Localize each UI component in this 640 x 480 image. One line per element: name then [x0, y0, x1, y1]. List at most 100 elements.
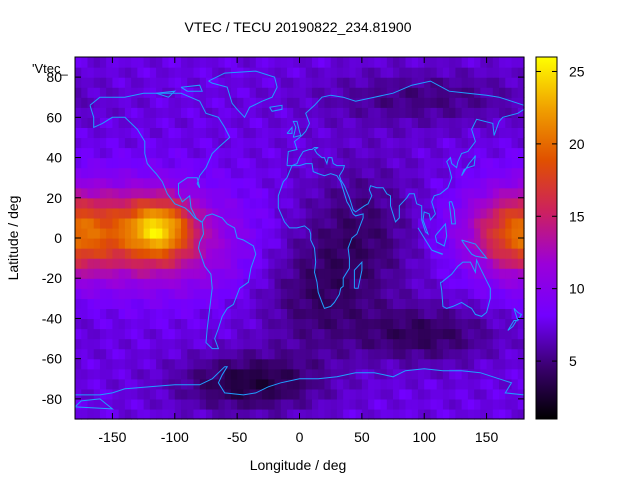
heatmap-cell	[355, 248, 363, 259]
heatmap-cell	[137, 177, 145, 189]
heatmap-cell	[517, 238, 525, 249]
heatmap-cell	[124, 187, 132, 199]
heatmap-cell	[449, 358, 457, 370]
heatmap-cell	[399, 197, 407, 209]
heatmap-cell	[137, 348, 145, 360]
heatmap-cell	[505, 298, 513, 309]
heatmap-cell	[274, 87, 282, 98]
heatmap-cell	[349, 167, 357, 179]
heatmap-cell	[218, 187, 226, 199]
heatmap-cell	[405, 268, 413, 279]
heatmap-cell	[205, 87, 213, 98]
heatmap-cell	[449, 207, 457, 219]
heatmap-cell	[505, 227, 513, 239]
heatmap-cell	[299, 67, 307, 78]
heatmap-cell	[324, 217, 332, 229]
heatmap-cell	[492, 207, 500, 219]
heatmap-cell	[461, 57, 469, 68]
heatmap-cell	[224, 268, 232, 279]
heatmap-cell	[417, 87, 425, 98]
heatmap-cell	[99, 57, 107, 68]
heatmap-cell	[187, 378, 195, 390]
heatmap-cell	[268, 328, 276, 340]
heatmap-cell	[255, 137, 263, 149]
heatmap-cell	[343, 77, 350, 88]
heatmap-cell	[124, 268, 132, 279]
heatmap-cell	[311, 358, 319, 370]
heatmap-cell	[511, 87, 519, 98]
heatmap-cell	[87, 298, 95, 309]
heatmap-cell	[305, 398, 313, 410]
heatmap-cell	[249, 378, 257, 390]
heatmap-cell	[230, 187, 238, 199]
heatmap-cell	[349, 157, 357, 169]
heatmap-cell	[324, 87, 332, 98]
heatmap-cell	[87, 207, 95, 219]
heatmap-cell	[442, 358, 450, 370]
heatmap-cell	[330, 127, 338, 139]
heatmap-cell	[224, 378, 232, 390]
heatmap-cell	[399, 338, 407, 350]
heatmap-cell	[162, 217, 170, 229]
heatmap-cell	[492, 187, 500, 199]
heatmap-cell	[343, 348, 350, 360]
heatmap-cell	[480, 308, 488, 320]
heatmap-cell	[106, 227, 114, 239]
heatmap-cell	[330, 207, 338, 219]
heatmap-cell	[380, 258, 388, 269]
heatmap-cell	[474, 187, 481, 199]
heatmap-cell	[511, 298, 519, 309]
heatmap-cell	[517, 77, 525, 88]
heatmap-cell	[274, 308, 282, 320]
heatmap-cell	[237, 358, 244, 370]
heatmap-cell	[280, 408, 288, 420]
heatmap-cell	[343, 318, 350, 330]
heatmap-cell	[380, 388, 388, 400]
heatmap-cell	[474, 207, 481, 219]
heatmap-cell	[455, 328, 463, 340]
heatmap-cell	[87, 177, 95, 189]
heatmap-cell	[168, 77, 176, 88]
heatmap-cell	[262, 97, 269, 108]
heatmap-cell	[355, 97, 363, 108]
heatmap-cell	[405, 248, 413, 259]
heatmap-cell	[237, 238, 244, 249]
heatmap-cell	[324, 358, 332, 370]
heatmap-cell	[106, 167, 114, 179]
heatmap-cell	[112, 278, 120, 289]
heatmap-cell	[274, 338, 282, 350]
heatmap-cell	[474, 87, 481, 98]
heatmap-cell	[336, 388, 344, 400]
heatmap-cell	[243, 378, 251, 390]
heatmap-cell	[255, 268, 263, 279]
heatmap-cell	[224, 328, 232, 340]
heatmap-cell	[436, 348, 444, 360]
heatmap-cell	[143, 388, 151, 400]
heatmap-cell	[336, 278, 344, 289]
heatmap-cell	[442, 408, 450, 420]
heatmap-cell	[405, 157, 413, 169]
heatmap-cell	[355, 348, 363, 360]
heatmap-cell	[417, 278, 425, 289]
heatmap-cell	[237, 197, 244, 209]
heatmap-cell	[143, 187, 151, 199]
heatmap-cell	[293, 358, 301, 370]
heatmap-cell	[187, 217, 195, 229]
heatmap-cell	[218, 298, 226, 309]
heatmap-cell	[411, 197, 419, 209]
heatmap-cell	[474, 77, 481, 88]
heatmap-cell	[517, 187, 525, 199]
heatmap-cell	[467, 368, 475, 380]
heatmap-cell	[492, 248, 500, 259]
heatmap-cell	[299, 167, 307, 179]
heatmap-cell	[368, 87, 375, 98]
heatmap-cell	[293, 127, 301, 139]
heatmap-cell	[205, 368, 213, 380]
heatmap-cell	[230, 57, 238, 68]
heatmap-cell	[305, 408, 313, 420]
heatmap-cell	[442, 97, 450, 108]
heatmap-cell	[417, 348, 425, 360]
heatmap-cell	[424, 67, 432, 78]
heatmap-cell	[368, 338, 375, 350]
heatmap-cell	[467, 187, 475, 199]
